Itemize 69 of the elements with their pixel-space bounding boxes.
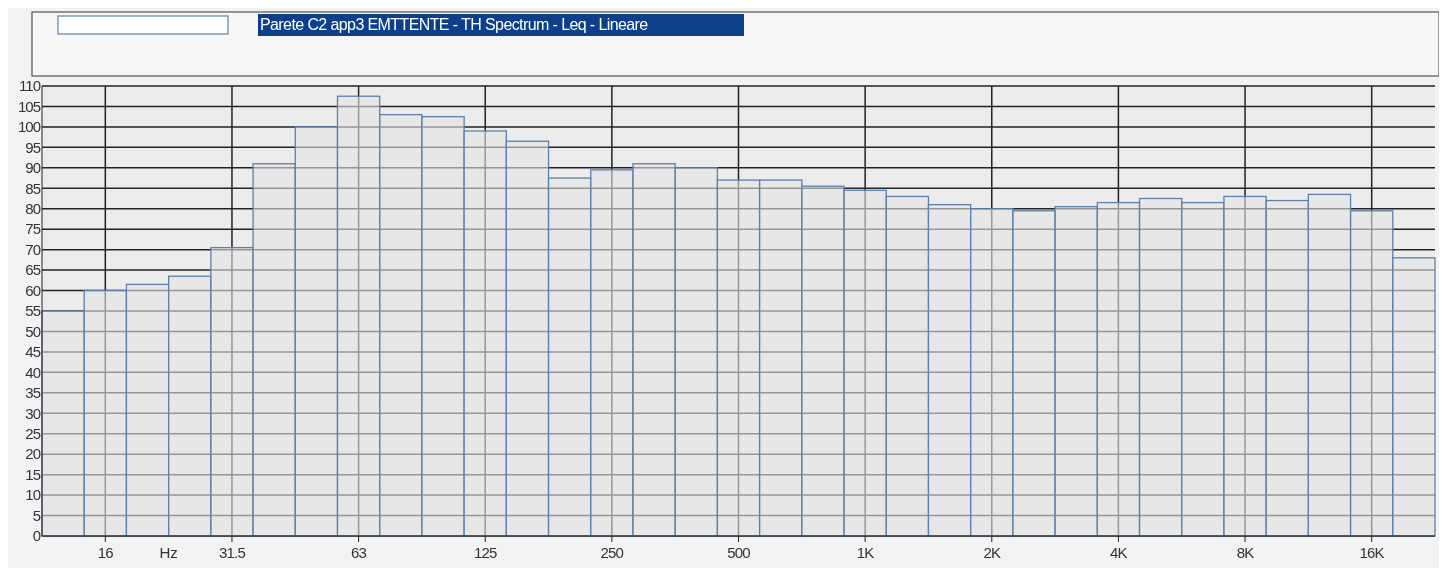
bar [41, 310, 85, 537]
bar [1138, 197, 1183, 537]
y-tick-label: 25 [25, 424, 41, 442]
y-tick-label: 100 [17, 118, 41, 136]
y-tick-label: 65 [25, 261, 41, 279]
y-tick-label: 5 [32, 506, 41, 524]
bar [590, 169, 634, 537]
y-tick-label: 75 [25, 220, 41, 238]
y-tick-label: 55 [25, 302, 41, 320]
y-tick-label: 105 [17, 97, 41, 115]
bar [294, 126, 339, 537]
bar [1012, 210, 1056, 537]
y-tick-label: 80 [25, 199, 41, 217]
x-tick-label: 31.5 [218, 544, 246, 561]
y-tick-label: 70 [25, 240, 41, 258]
x-tick-label: 4K [1110, 544, 1128, 561]
y-tick-label: 95 [25, 138, 41, 156]
bar [463, 130, 507, 537]
x-tick-label: 500 [727, 544, 751, 561]
y-tick-label: 85 [25, 179, 41, 197]
x-tick-label: 63 [351, 544, 367, 561]
bar [167, 275, 212, 537]
bar [1307, 193, 1352, 537]
bar [379, 113, 423, 537]
bar [758, 179, 803, 537]
bar [885, 195, 930, 537]
bar [716, 179, 761, 537]
x-tick-label: 16K [1359, 544, 1385, 561]
bar [1054, 206, 1098, 537]
text: Parete C2 app3 EMTTENTE - TH Spectrum - Leq - Lineare [260, 16, 649, 33]
y-tick-label: 90 [25, 159, 41, 177]
bar [1096, 201, 1141, 537]
y-tick-label: 40 [25, 363, 41, 381]
x-tick-label: 8K [1236, 544, 1255, 561]
bar [801, 185, 845, 537]
bar [125, 283, 170, 537]
y-tick-label: 20 [25, 445, 41, 463]
bar [1181, 201, 1225, 537]
x-tick-label: 1K [856, 544, 875, 561]
bar [843, 189, 887, 537]
y-tick-label: 15 [25, 465, 41, 483]
bar [674, 167, 719, 537]
y-tick-label: 50 [25, 322, 41, 340]
bar [83, 289, 128, 537]
y-tick-label: 45 [25, 343, 41, 361]
y-tick-label: 0 [32, 527, 41, 545]
y-tick-label: 110 [19, 77, 41, 95]
bar [505, 140, 550, 537]
x-tick-label: 2K [983, 544, 1001, 561]
x-axis-title: Hz [159, 544, 178, 561]
bar [210, 246, 254, 537]
bar [252, 163, 296, 537]
x-tick-label: 250 [600, 544, 624, 561]
x-tick-label: 16 [97, 544, 114, 561]
bar [1392, 257, 1436, 537]
bar [1223, 195, 1267, 537]
bar [1349, 210, 1394, 537]
bar [336, 95, 381, 537]
y-tick-label: 30 [25, 404, 41, 422]
bar [421, 116, 465, 537]
bar [547, 177, 592, 537]
y-tick-label: 35 [25, 384, 41, 402]
x-tick-label: 125 [473, 544, 497, 561]
bar [927, 203, 972, 537]
bar [1265, 199, 1310, 537]
bar [632, 163, 676, 537]
y-tick-label: 10 [25, 486, 41, 504]
y-tick-label: 60 [25, 281, 41, 299]
bar [970, 208, 1014, 537]
